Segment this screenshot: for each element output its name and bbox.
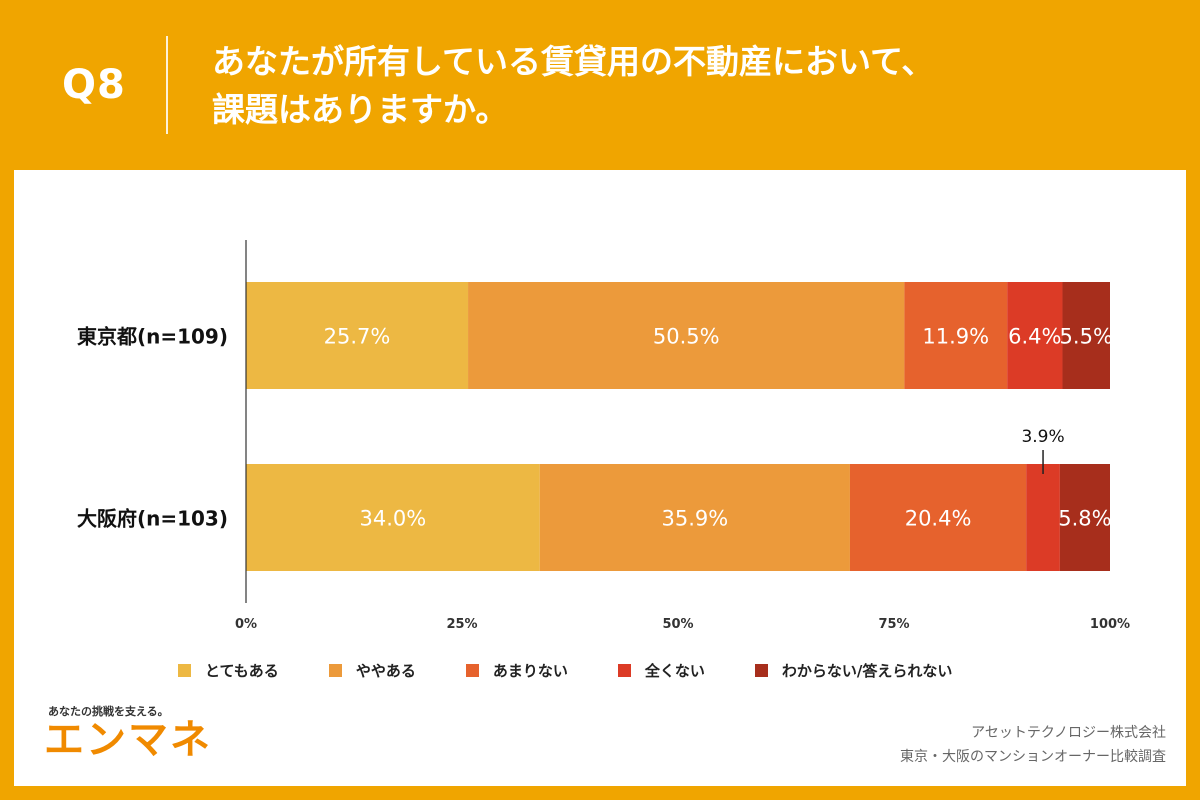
- data-label: 35.9%: [661, 507, 728, 531]
- header: Q8 あなたが所有している賃貸用の不動産において、 課題はありますか。: [0, 0, 1200, 170]
- legend-item: あまりない: [465, 660, 568, 681]
- company-credit: アセットテクノロジー株式会社: [971, 725, 1166, 741]
- legend-swatch: [617, 663, 631, 677]
- legend-item: わからない/答えられない: [754, 660, 953, 681]
- data-label: 3.9%: [1021, 427, 1064, 447]
- legend-label: 全くない: [644, 661, 705, 680]
- legend-label: あまりない: [492, 661, 568, 680]
- data-label: 5.5%: [1060, 325, 1113, 349]
- category-label: 東京都(n=109): [77, 325, 228, 349]
- bar-segment: [539, 464, 850, 571]
- brand-logo: エンマネ: [44, 717, 212, 763]
- header-divider: [166, 36, 168, 134]
- legend-item: 全くない: [617, 660, 705, 681]
- bar-segment: [1062, 282, 1110, 389]
- legend-item: ややある: [328, 660, 416, 681]
- x-tick-label: 100%: [1090, 617, 1130, 632]
- bar-segment: [246, 282, 469, 389]
- legend-label: わからない/答えられない: [781, 661, 953, 680]
- question-number: Q8: [62, 62, 126, 108]
- legend-swatch: [754, 663, 768, 677]
- legend-swatch: [465, 663, 479, 677]
- survey-credit: 東京・大阪のマンションオーナー比較調査: [900, 749, 1166, 765]
- legend-item: とてもある: [178, 660, 279, 681]
- question-title: あなたが所有している賃貸用の不動産において、 課題はありますか。: [212, 38, 1172, 134]
- bar-segment: [1059, 464, 1110, 571]
- brand-tagline: あなたの挑戦を支える。: [48, 705, 169, 718]
- bar-segment: [1007, 282, 1063, 389]
- data-label: 5.8%: [1058, 507, 1111, 531]
- x-tick-label: 75%: [878, 617, 909, 632]
- data-label: 25.7%: [324, 325, 391, 349]
- category-label: 大阪府(n=103): [77, 507, 228, 531]
- bar-segment: [1026, 464, 1060, 571]
- question-title-line2: 課題はありますか。: [212, 90, 509, 129]
- data-label: 50.5%: [653, 325, 720, 349]
- x-tick-label: 0%: [235, 617, 257, 632]
- legend-swatch: [328, 663, 342, 677]
- bar-segment: [904, 282, 1008, 389]
- data-label: 6.4%: [1008, 325, 1061, 349]
- chart-legend: とてもある ややある あまりない 全くない わからない/答えられない: [178, 660, 1002, 680]
- bar-segment: [468, 282, 905, 389]
- bar-segment: [849, 464, 1027, 571]
- x-tick-label: 25%: [446, 617, 477, 632]
- legend-label: とてもある: [205, 661, 279, 680]
- data-label: 11.9%: [922, 325, 989, 349]
- data-label: 20.4%: [905, 507, 972, 531]
- data-label: 34.0%: [360, 507, 427, 531]
- bar-segment: [246, 464, 540, 571]
- x-tick-label: 50%: [662, 617, 693, 632]
- question-title-line1: あなたが所有している賃貸用の不動産において、: [212, 42, 935, 81]
- legend-swatch: [178, 663, 191, 677]
- legend-label: ややある: [355, 661, 416, 680]
